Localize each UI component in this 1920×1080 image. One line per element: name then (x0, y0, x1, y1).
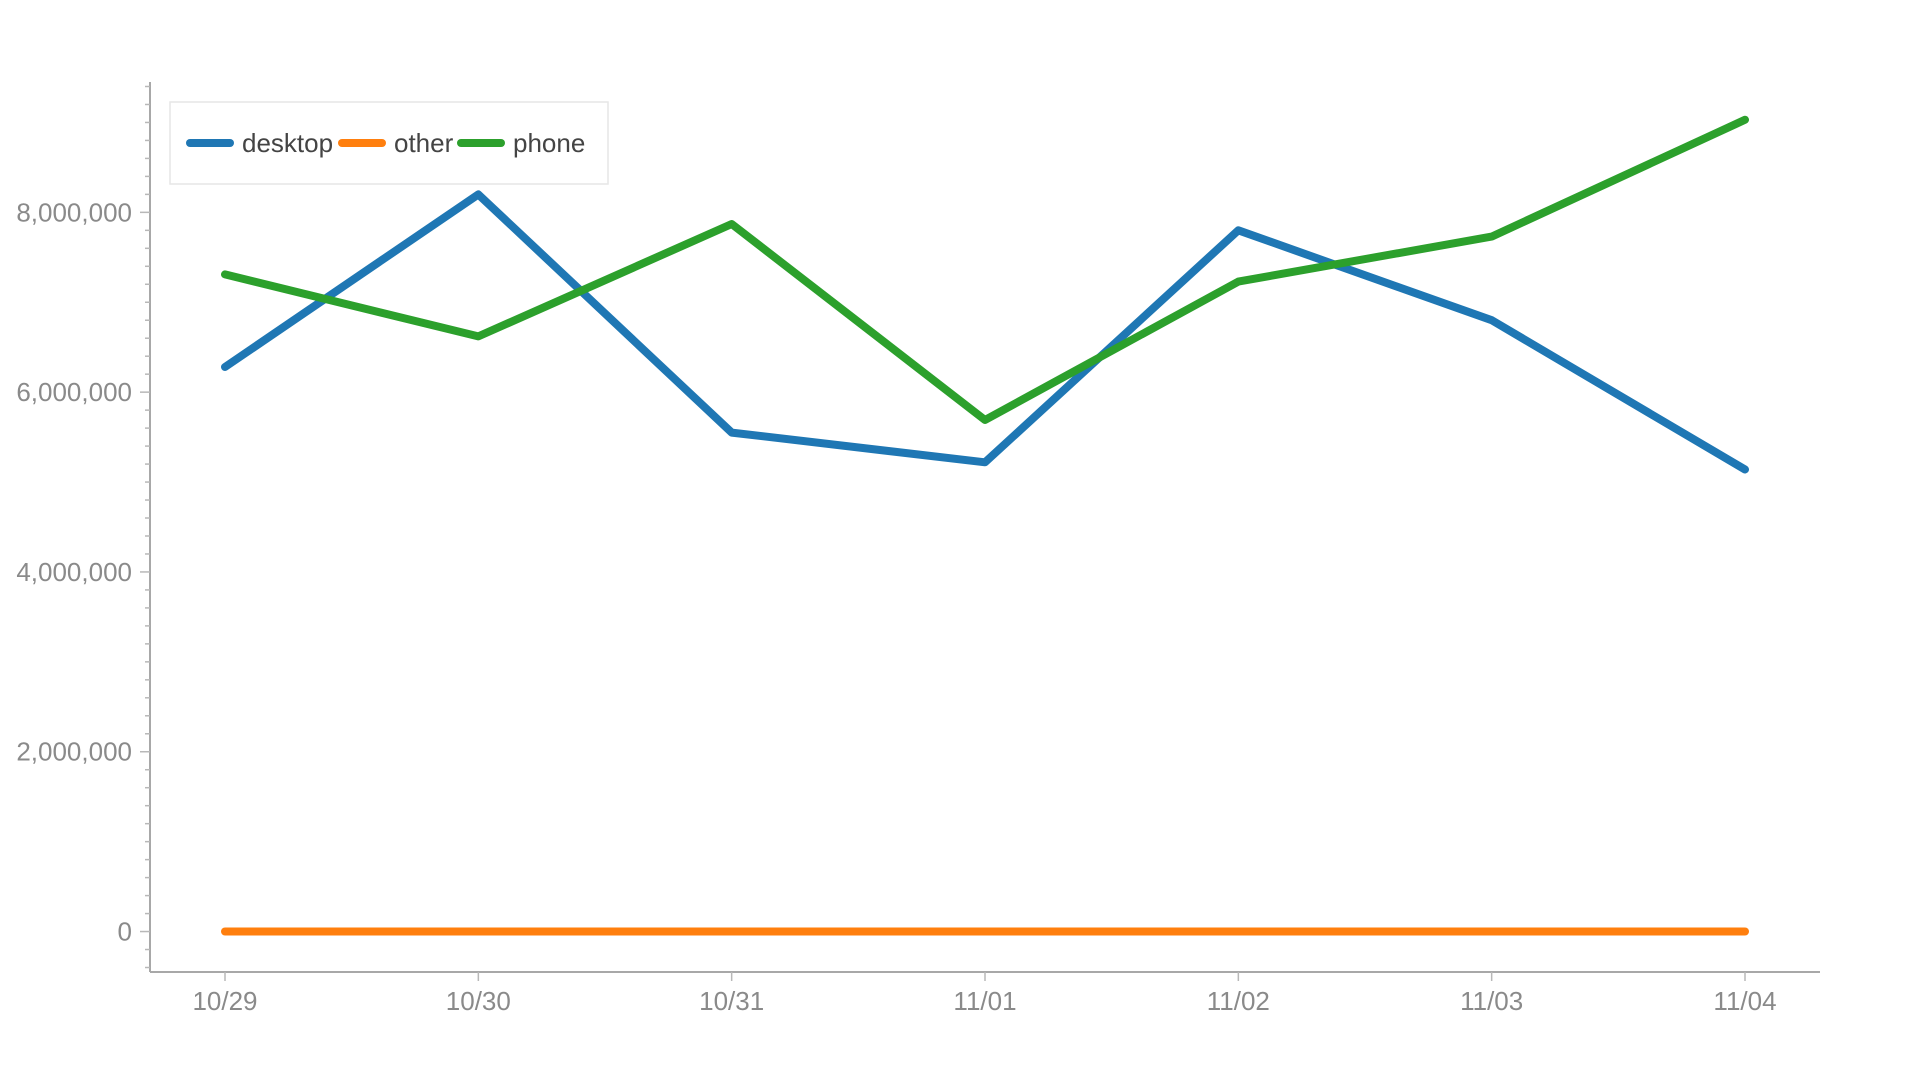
legend: desktop other phone (169, 101, 609, 185)
x-tick-label: 10/31 (699, 986, 764, 1016)
y-tick-label: 0 (118, 917, 132, 947)
y-tick-label: 6,000,000 (16, 377, 132, 407)
legend-box (169, 101, 609, 185)
axes: 0 2,000,000 4,000,000 6,000,000 8,000,000 10/… (16, 82, 1820, 1016)
series-line-desktop (221, 190, 1749, 474)
x-tick-label: 11/03 (1460, 986, 1523, 1016)
legend-label-desktop: desktop (242, 128, 333, 158)
legend-label-phone: phone (513, 128, 585, 158)
x-tick-label: 10/29 (192, 986, 257, 1016)
y-tick-label: 8,000,000 (16, 197, 132, 227)
x-tick-label: 10/30 (446, 986, 511, 1016)
x-tick-label: 11/04 (1713, 986, 1776, 1016)
y-tick-label: 4,000,000 (16, 557, 132, 587)
legend-label-other: other (394, 128, 454, 158)
series-line-phone (221, 115, 1749, 424)
x-tick-label: 11/02 (1207, 986, 1270, 1016)
y-tick-label: 2,000,000 (16, 737, 132, 767)
series-lines (221, 115, 1749, 936)
x-tick-label: 11/01 (953, 986, 1016, 1016)
